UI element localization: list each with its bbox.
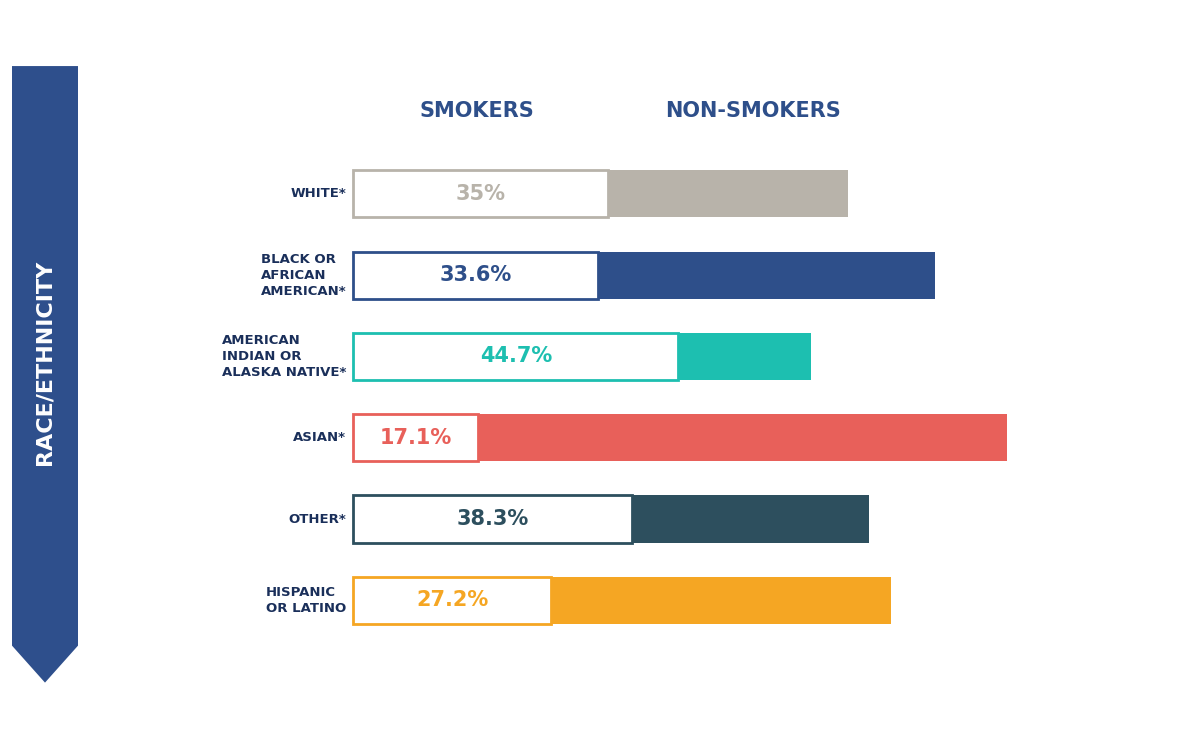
Text: 44.7%: 44.7%	[480, 346, 552, 366]
Text: HISPANIC
OR LATINO: HISPANIC OR LATINO	[266, 586, 346, 615]
Text: BLACK OR
AFRICAN
AMERICAN*: BLACK OR AFRICAN AMERICAN*	[260, 252, 346, 297]
Bar	[678, 333, 811, 380]
Bar	[354, 495, 631, 542]
Text: RACE/ETHNICITY: RACE/ETHNICITY	[35, 259, 55, 465]
Bar	[354, 333, 678, 380]
Bar	[354, 414, 478, 462]
Text: 38.3%: 38.3%	[456, 509, 529, 529]
Text: OTHER*: OTHER*	[288, 512, 346, 526]
Text: SMOKERS: SMOKERS	[420, 101, 534, 120]
Bar	[354, 577, 551, 624]
Bar	[478, 414, 1007, 462]
Bar	[607, 170, 847, 217]
Bar	[354, 170, 607, 217]
Bar	[631, 495, 869, 542]
Bar	[551, 577, 892, 624]
Text: 27.2%: 27.2%	[416, 590, 488, 611]
Text: 35%: 35%	[456, 184, 505, 204]
Text: NON-SMOKERS: NON-SMOKERS	[665, 101, 841, 120]
Polygon shape	[12, 66, 78, 683]
Bar	[598, 252, 935, 299]
Text: ASIAN*: ASIAN*	[293, 432, 346, 444]
Text: 17.1%: 17.1%	[379, 428, 451, 448]
Text: 33.6%: 33.6%	[439, 265, 511, 285]
Bar	[354, 252, 598, 299]
Text: WHITE*: WHITE*	[290, 187, 346, 200]
Text: AMERICAN
INDIAN OR
ALASKA NATIVE*: AMERICAN INDIAN OR ALASKA NATIVE*	[222, 334, 346, 379]
